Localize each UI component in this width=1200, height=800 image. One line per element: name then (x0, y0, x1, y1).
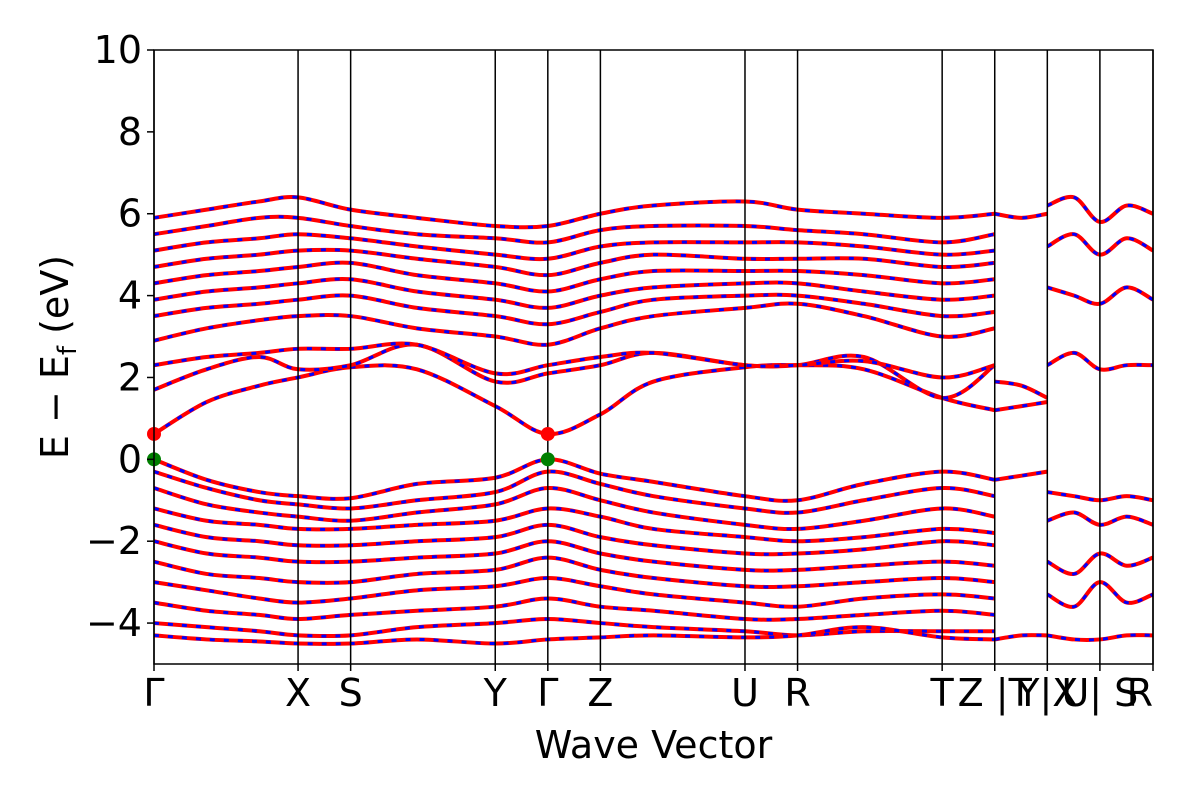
kpoint-lines-layer (153, 50, 1154, 664)
x-tick-label-3: Y (483, 671, 508, 715)
band-spin-up-26 (994, 633, 1048, 642)
x-tick-label-12: R (1127, 671, 1153, 715)
x-tick-label-2: S (339, 671, 363, 715)
y-tick-label-0: −4 (86, 601, 142, 645)
band-spin-up-23 (994, 400, 1048, 413)
x-tick-label-11: U| S (1061, 671, 1138, 716)
y-tick-label-6: 8 (118, 110, 142, 154)
y-tick-label-5: 6 (118, 192, 142, 236)
plot-frame (153, 49, 1154, 665)
y-axis-ticks: −4 −2 0 2 4 6 8 10 (86, 28, 154, 645)
y-axis-label-main: E − E (33, 355, 77, 459)
band-spin-down-11 (153, 363, 996, 436)
y-tick-label-7: 10 (94, 28, 142, 72)
band-spin-down-33 (1046, 551, 1154, 576)
x-tick-label-6: U (731, 671, 759, 715)
band-spin-up-21 (153, 195, 995, 230)
y-tick-label-2: 0 (118, 437, 142, 481)
band-spin-down-35 (1047, 633, 1154, 642)
band-spin-down-2 (153, 486, 996, 531)
x-tick-label-4: Γ (537, 671, 558, 715)
band-spin-up-25 (994, 469, 1048, 482)
y-axis-label-subscript: f (53, 345, 83, 355)
vbm-marker-1 (540, 452, 555, 467)
band-spin-down-31 (1047, 490, 1154, 502)
band-spin-down-15 (153, 293, 995, 326)
band-spin-down-0 (153, 457, 996, 503)
x-tick-label-1: X (285, 671, 311, 715)
y-tick-label-1: −2 (86, 519, 142, 563)
band-spin-up-24 (994, 211, 1048, 220)
band-spin-up-0 (153, 457, 996, 503)
cbm-marker-1 (540, 426, 555, 441)
y-axis-label-unit: (eV) (33, 255, 77, 346)
x-tick-label-10: Y|X (1015, 671, 1078, 716)
x-tick-label-0: Γ (143, 671, 164, 715)
x-axis-label: Wave Vector (535, 723, 773, 767)
band-spin-up-14 (153, 301, 996, 347)
y-axis-label: E − Ef (eV) (33, 255, 83, 459)
bands-layer (152, 194, 1154, 646)
y-tick-label-3: 2 (118, 355, 142, 399)
band-spin-up-11 (152, 362, 996, 436)
band-spin-up-22 (994, 379, 1049, 400)
x-tick-label-8: T (930, 671, 955, 715)
x-tick-label-9: Z |T (958, 671, 1033, 716)
x-tick-label-5: Z (587, 671, 613, 715)
y-tick-label-4: 4 (118, 274, 142, 318)
band-spin-down-12 (153, 343, 996, 400)
x-tick-label-7: R (784, 671, 810, 715)
